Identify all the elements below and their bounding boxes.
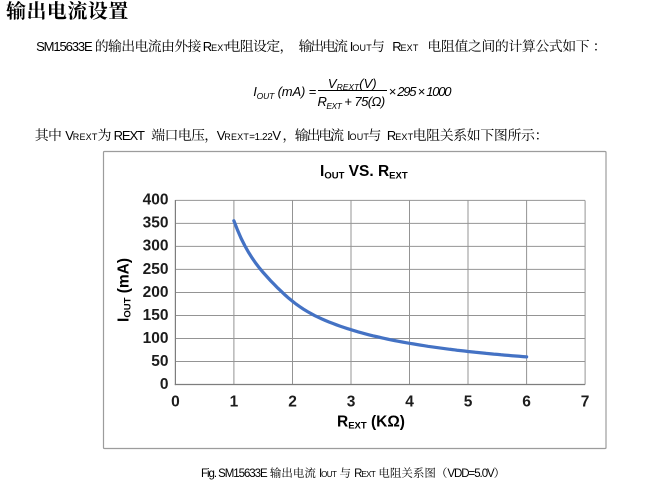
svg-text:3: 3 [347, 394, 356, 411]
svg-text:250: 250 [143, 261, 169, 278]
svg-text:1: 1 [230, 394, 239, 411]
svg-text:150: 150 [143, 307, 169, 324]
svg-text:7: 7 [581, 394, 590, 411]
svg-text:0: 0 [171, 394, 180, 411]
svg-text:REXT (KΩ): REXT (KΩ) [337, 413, 405, 431]
svg-text:5: 5 [464, 394, 473, 411]
svg-text:50: 50 [151, 353, 168, 370]
svg-text:400: 400 [143, 192, 169, 209]
svg-text:0: 0 [160, 376, 169, 393]
svg-text:100: 100 [143, 330, 169, 347]
svg-text:IOUT (mA): IOUT (mA) [116, 258, 134, 322]
svg-text:4: 4 [405, 394, 414, 411]
svg-text:200: 200 [143, 284, 169, 301]
svg-text:6: 6 [522, 394, 531, 411]
svg-text:350: 350 [143, 215, 169, 232]
svg-text:300: 300 [143, 238, 169, 255]
svg-text:IOUT VS. REXT: IOUT VS. REXT [320, 163, 408, 182]
svg-text:2: 2 [288, 394, 297, 411]
